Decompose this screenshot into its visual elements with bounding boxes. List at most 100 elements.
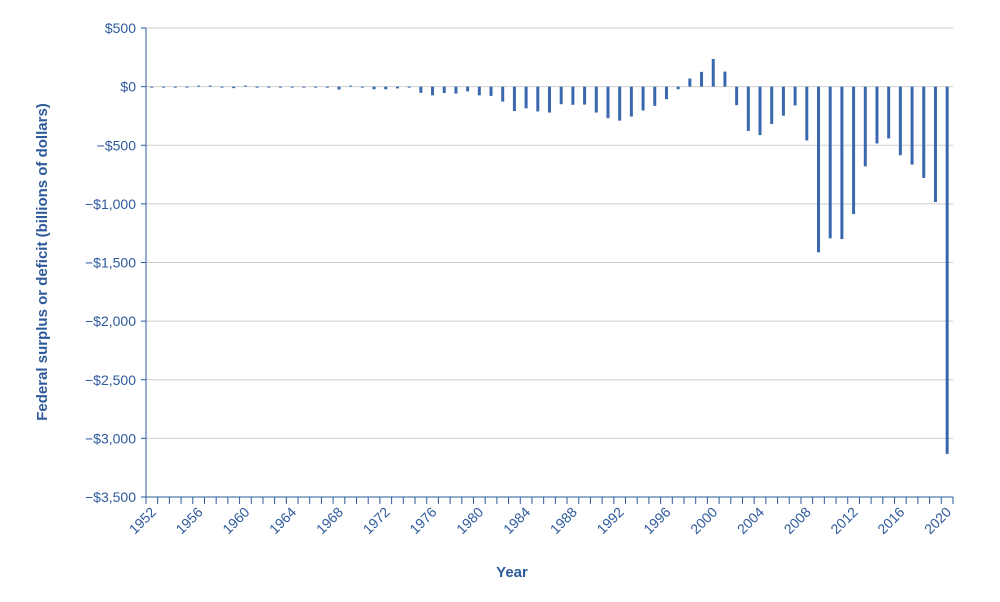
bar-1992	[618, 86, 622, 121]
bar-1960	[243, 85, 247, 87]
bar-2013	[863, 86, 867, 167]
bar-1980	[477, 86, 481, 96]
x-tick-label: 2012	[827, 504, 860, 537]
bar-1977	[442, 86, 446, 93]
bar-2017	[910, 86, 914, 165]
x-tick-label: 1952	[126, 504, 159, 537]
bar-2015	[887, 86, 891, 139]
x-tick-label: 1992	[593, 504, 626, 537]
x-tick-label: 2004	[734, 504, 767, 537]
x-tick-label: 1972	[360, 504, 393, 537]
bar-2016	[898, 86, 902, 156]
bar-2006	[781, 86, 785, 116]
x-tick-label: 2008	[781, 504, 814, 537]
bar-1988	[571, 86, 575, 105]
bar-2001	[723, 71, 727, 87]
bar-1975	[419, 86, 423, 93]
bar-1997	[676, 86, 680, 90]
bar-2008	[805, 86, 809, 141]
x-tick-label: 1996	[640, 504, 673, 537]
bar-1964	[290, 86, 294, 88]
y-tick-label: −$500	[97, 137, 137, 153]
x-tick-label: 2020	[921, 504, 954, 537]
bar-1965	[302, 86, 306, 88]
bar-1981	[489, 86, 493, 96]
bars	[150, 58, 949, 454]
bar-1976	[431, 86, 435, 96]
x-tick-label: 1956	[172, 504, 205, 537]
bar-1991	[606, 86, 610, 119]
x-tick-labels: 1952 1956 1960 1964 1968 1972 1976 1980 1984 1988…	[126, 504, 955, 537]
bar-1999	[700, 71, 704, 87]
bar-1987	[559, 86, 563, 105]
bar-1986	[548, 86, 551, 113]
x-tick-label: 1984	[500, 504, 533, 537]
bar-1955	[185, 86, 189, 88]
bar-1967	[325, 86, 329, 88]
y-tick-label: −$3,000	[85, 430, 136, 446]
bar-1961	[255, 86, 259, 88]
bar-1990	[594, 86, 598, 113]
bar-1959	[232, 86, 236, 89]
bar-1963	[279, 86, 282, 88]
bar-1996	[664, 86, 668, 100]
x-tick-label: 1988	[547, 504, 580, 537]
bar-2020	[945, 86, 949, 454]
y-tick-labels: $500 $0 −$500 −$1,000 −$1,500 −$2,000 −$2,500 −…	[85, 20, 136, 505]
bar-1974	[407, 86, 411, 88]
bar-2019	[933, 86, 937, 202]
bar-1973	[395, 86, 399, 89]
x-axis-title: Year	[496, 564, 528, 581]
axes	[141, 27, 954, 504]
bar-1984	[524, 86, 528, 109]
bar-2014	[875, 86, 879, 144]
x-tick-label: 2000	[687, 504, 720, 537]
y-tick-label: −$1,000	[85, 196, 136, 212]
bar-1966	[314, 86, 318, 88]
bar-1989	[583, 86, 587, 105]
y-tick-label: $0	[120, 79, 136, 95]
x-tick-label: 2016	[874, 504, 907, 537]
y-tick-label: −$2,500	[85, 372, 136, 388]
bar-2005	[770, 86, 774, 124]
bar-1983	[512, 86, 516, 112]
bar-1985	[536, 86, 540, 112]
x-tick-label: 1976	[406, 504, 439, 537]
bar-2000	[711, 58, 715, 87]
x-tick-label: 1960	[219, 504, 252, 537]
bar-1978	[454, 86, 458, 94]
bar-1954	[173, 86, 177, 88]
bar-2002	[735, 86, 739, 106]
bar-1998	[688, 78, 692, 87]
bar-1994	[641, 86, 645, 111]
bar-1956	[197, 85, 201, 87]
x-tick-label: 1968	[313, 504, 346, 537]
bar-1970	[360, 86, 364, 88]
bar-1982	[501, 86, 505, 102]
bar-1957	[208, 85, 212, 87]
bar-2011	[840, 86, 844, 240]
bar-1958	[220, 86, 224, 88]
bar-2010	[828, 86, 832, 239]
bar-2003	[746, 86, 750, 131]
bar-2009	[817, 86, 820, 253]
bar-1971	[372, 86, 376, 90]
bar-1952	[150, 86, 154, 88]
bar-2012	[852, 86, 856, 215]
bar-1968	[337, 86, 341, 90]
bar-1995	[653, 86, 657, 106]
y-axis-title: Federal surplus or deficit (billions of …	[34, 103, 51, 421]
bar-1969	[349, 85, 353, 87]
y-tick-label: −$3,500	[85, 489, 136, 505]
y-tick-label: −$1,500	[85, 255, 136, 271]
y-tick-label: −$2,000	[85, 313, 136, 329]
bar-2018	[922, 86, 926, 178]
bar-1953	[162, 86, 166, 88]
bar-1979	[466, 86, 470, 92]
bar-2004	[758, 86, 762, 136]
bar-1962	[267, 86, 271, 88]
bar-1972	[384, 86, 388, 90]
bar-2007	[793, 86, 797, 106]
